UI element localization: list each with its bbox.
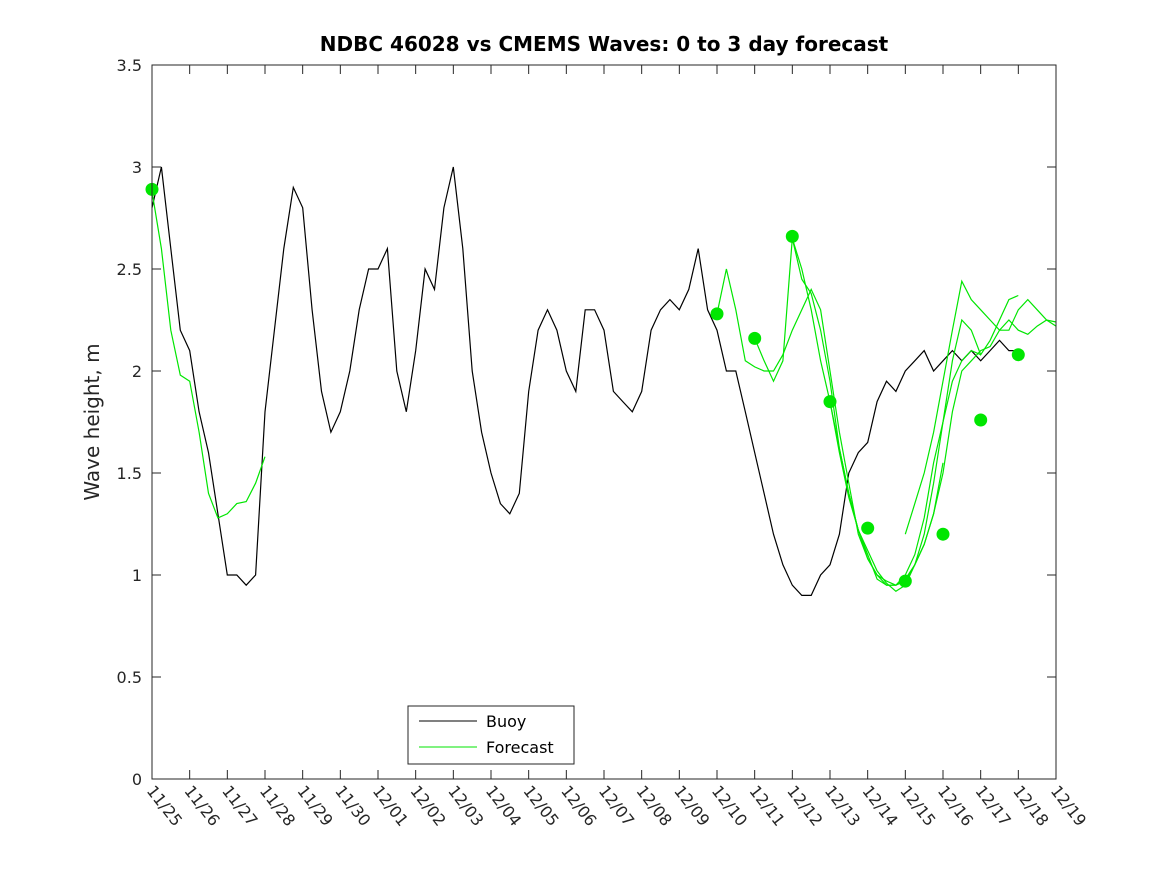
- forecast-marker: [861, 521, 875, 535]
- y-tick-label: 2.5: [117, 260, 142, 279]
- y-tick-label: 1: [132, 566, 142, 585]
- y-tick-label: 2: [132, 362, 142, 381]
- series-forecast-line-4: [829, 319, 1057, 593]
- forecast-marker: [898, 574, 912, 588]
- forecast-marker: [936, 527, 950, 541]
- forecast-marker: [974, 413, 988, 427]
- y-axis: 0 0.5 1 1.5 2 2.5 3 3.5: [117, 56, 1056, 789]
- forecast-marker: [823, 395, 837, 409]
- y-tick-label: 0: [132, 770, 142, 789]
- y-tick-label: 1.5: [117, 464, 142, 483]
- y-axis-label: Wave height, m: [80, 343, 104, 500]
- forecast-marker: [1011, 348, 1025, 362]
- legend: Buoy Forecast: [407, 705, 575, 765]
- series-forecast-line-5: [904, 279, 1057, 535]
- forecast-marker: [748, 331, 762, 345]
- y-tick-label: 3: [132, 158, 142, 177]
- legend-label-forecast: Forecast: [486, 738, 554, 757]
- chart-title: NDBC 46028 vs CMEMS Waves: 0 to 3 day fo…: [320, 32, 889, 56]
- plot-area: [145, 166, 1057, 597]
- legend-label-buoy: Buoy: [486, 712, 526, 731]
- y-tick-label: 3.5: [117, 56, 142, 75]
- legend-box: [407, 705, 575, 765]
- series-buoy-line: [151, 166, 1019, 597]
- y-tick-label: 0.5: [117, 668, 142, 687]
- forecast-marker: [785, 229, 799, 243]
- forecast-marker: [710, 307, 724, 321]
- series-forecast-line-0: [151, 191, 266, 519]
